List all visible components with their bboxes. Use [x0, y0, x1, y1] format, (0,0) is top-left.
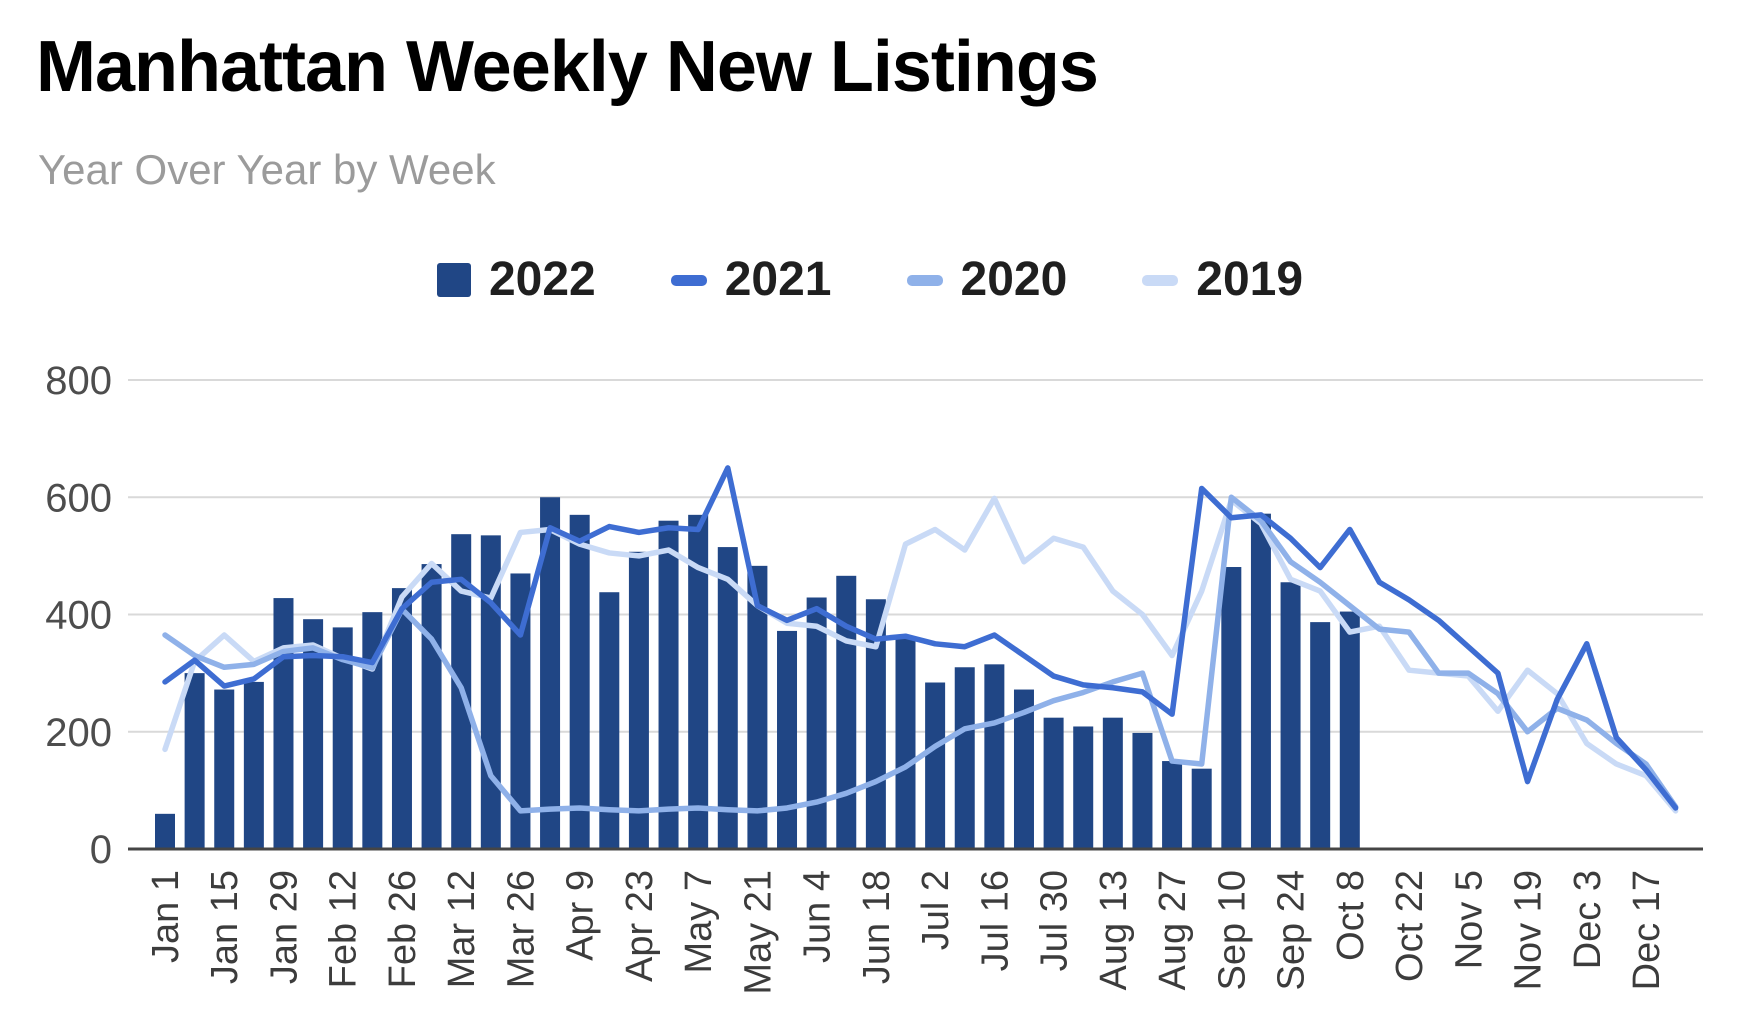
chart-subtitle: Year Over Year by Week [38, 146, 496, 193]
bar-2022-Sep 3 [1191, 768, 1212, 849]
legend-item-2022: 2022 [436, 253, 596, 306]
bar-2022-Aug 13 [1102, 717, 1123, 849]
x-axis-label-Jul 2: Jul 2 [915, 870, 957, 950]
x-axis-label-Jan 29: Jan 29 [263, 870, 305, 984]
line-2019 [162, 495, 1679, 814]
bar-2022-May 14 [717, 547, 738, 849]
bar-2022-May 21 [747, 565, 768, 849]
legend-label-2019: 2019 [1196, 253, 1304, 306]
bar-2022-Oct 1 [1310, 622, 1331, 849]
x-axis-label-Jun 4: Jun 4 [797, 870, 839, 963]
x-axis-label-Dec 3: Dec 3 [1567, 870, 1609, 969]
x-axis-label-Dec 17: Dec 17 [1626, 870, 1668, 990]
bar-2022-Apr 2 [540, 497, 561, 849]
x-axis-label-May 21: May 21 [737, 870, 779, 995]
bar-2022-Jul 2 [925, 682, 946, 849]
line-2020 [162, 494, 1679, 814]
legend-label-2022: 2022 [488, 253, 596, 306]
x-axis-label-Jan 15: Jan 15 [204, 870, 246, 984]
bar-2022-Aug 6 [1073, 726, 1094, 849]
legend-item-2021: 2021 [670, 253, 832, 306]
bar-2022-Aug 27 [1162, 761, 1183, 849]
legend-marker-2019 [1142, 274, 1179, 286]
bar-2022-Mar 26 [510, 573, 531, 849]
bar-2022-Mar 5 [421, 564, 442, 849]
x-axis-label-Feb 26: Feb 26 [382, 870, 424, 988]
x-axis-label-Oct 22: Oct 22 [1389, 870, 1431, 982]
bar-2022-Jul 9 [954, 667, 975, 849]
x-axis-label-Mar 26: Mar 26 [500, 870, 542, 988]
bar-2022-Feb 12 [332, 627, 353, 849]
x-axis-label-Oct 8: Oct 8 [1330, 870, 1372, 961]
legend-label-2021: 2021 [724, 253, 832, 306]
x-axis-label-Jan 1: Jan 1 [145, 870, 187, 963]
chart-title: Manhattan Weekly New Listings [36, 27, 1099, 107]
x-axis-label-Apr 9: Apr 9 [560, 870, 602, 961]
bar-2022-Aug 20 [1132, 732, 1153, 849]
x-axis-label-Apr 23: Apr 23 [619, 870, 661, 982]
legend-label-2020: 2020 [960, 253, 1068, 306]
x-axis-label-Aug 27: Aug 27 [1152, 870, 1194, 990]
bar-2022-Jul 16 [984, 664, 1005, 849]
legend-item-2020: 2020 [906, 253, 1068, 306]
bar-2022-Feb 19 [362, 612, 383, 849]
x-axis-label-Nov 5: Nov 5 [1448, 870, 1490, 969]
bar-2022-Jan 1 [155, 813, 175, 849]
bar-2022-Jan 15 [214, 689, 235, 849]
legend-marker-2022 [436, 263, 471, 297]
bar-2022-Feb 5 [303, 619, 324, 849]
legend-item-2019: 2019 [1142, 256, 1303, 304]
x-axis-label-Nov 19: Nov 19 [1508, 870, 1550, 990]
x-axis-label-Feb 12: Feb 12 [323, 870, 365, 988]
bar-2022-Sep 10 [1221, 567, 1242, 849]
bar-2022-Mar 19 [480, 535, 501, 849]
legend: 2022 2021 2020 2019 [0, 248, 1740, 312]
legend-marker-2020 [906, 274, 943, 286]
bar-2022-Jun 18 [865, 599, 886, 849]
bar-2022-Apr 9 [569, 514, 590, 849]
bar-2022-Apr 23 [628, 551, 649, 849]
bar-2022-Jul 23 [1013, 689, 1034, 849]
y-axis-label-600: 600 [45, 476, 112, 520]
line-2021 [162, 465, 1679, 811]
bar-2022-Sep 17 [1250, 513, 1271, 849]
x-axis-label-May 7: May 7 [678, 870, 720, 973]
x-axis-label-Jun 18: Jun 18 [856, 870, 898, 984]
bar-2022-Jan 8 [184, 673, 205, 849]
bar-2022-Apr 16 [599, 592, 620, 849]
legend-marker-2021 [670, 274, 707, 286]
x-axis-label-Jul 30: Jul 30 [1034, 870, 1076, 971]
y-axis-label-200: 200 [45, 711, 112, 755]
bar-2022-Jan 22 [243, 681, 264, 849]
x-axis-label-Jul 16: Jul 16 [974, 870, 1016, 971]
bar-2022-Jul 30 [1043, 717, 1064, 849]
x-axis-label-Mar 12: Mar 12 [441, 870, 483, 988]
bar-2022-May 7 [688, 514, 709, 849]
bar-2022-Oct 8 [1339, 611, 1360, 849]
y-axis-label-0: 0 [90, 828, 112, 872]
bar-2022-Apr 30 [658, 520, 679, 849]
x-axis-label-Sep 24: Sep 24 [1271, 870, 1313, 990]
x-axis-label-Aug 13: Aug 13 [1093, 870, 1135, 990]
y-axis-label-800: 800 [45, 359, 112, 403]
y-axis-label-400: 400 [45, 594, 112, 638]
bar-2022-Jun 11 [836, 575, 857, 849]
x-axis-label-Sep 10: Sep 10 [1211, 870, 1253, 990]
bar-2022-Jan 29 [273, 598, 294, 849]
bar-2022-Jun 25 [895, 636, 916, 849]
bar-2022-May 28 [777, 630, 798, 849]
bar-2022-Feb 26 [391, 588, 412, 849]
bar-2022-Sep 24 [1280, 582, 1301, 849]
bar-2022-Jun 4 [806, 597, 827, 849]
